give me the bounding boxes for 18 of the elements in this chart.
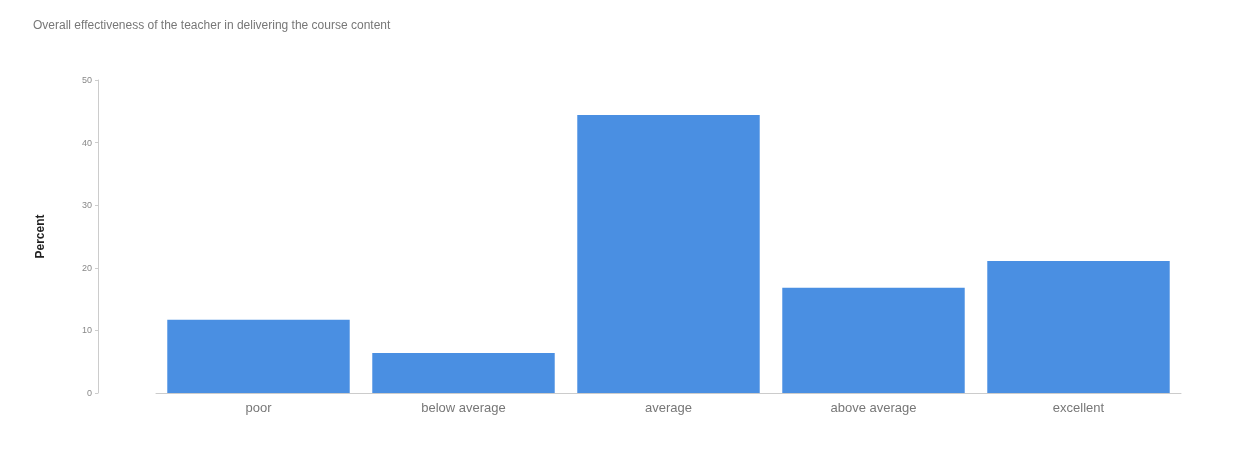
x-tick-label: below average (421, 400, 506, 415)
x-tick-label: poor (245, 400, 273, 415)
bar (167, 319, 350, 393)
bar (782, 287, 965, 393)
x-tick-label: excellent (1052, 400, 1105, 415)
bar (372, 352, 555, 393)
y-axis-title: Percent (33, 214, 47, 259)
y-tick-label: 40 (81, 137, 92, 148)
y-tick-label: 10 (81, 325, 92, 336)
y-tick-label: 50 (81, 75, 92, 85)
bar (577, 115, 760, 393)
y-tick-label: 20 (81, 262, 92, 273)
y-tick-label: 0 (86, 388, 92, 398)
chart-title: Overall effectiveness of the teacher in delivering the course content (33, 18, 391, 32)
y-tick-label: 30 (81, 200, 92, 211)
x-tick-label: above average (830, 400, 917, 415)
x-tick-label: average (645, 400, 692, 415)
bar (987, 260, 1170, 393)
